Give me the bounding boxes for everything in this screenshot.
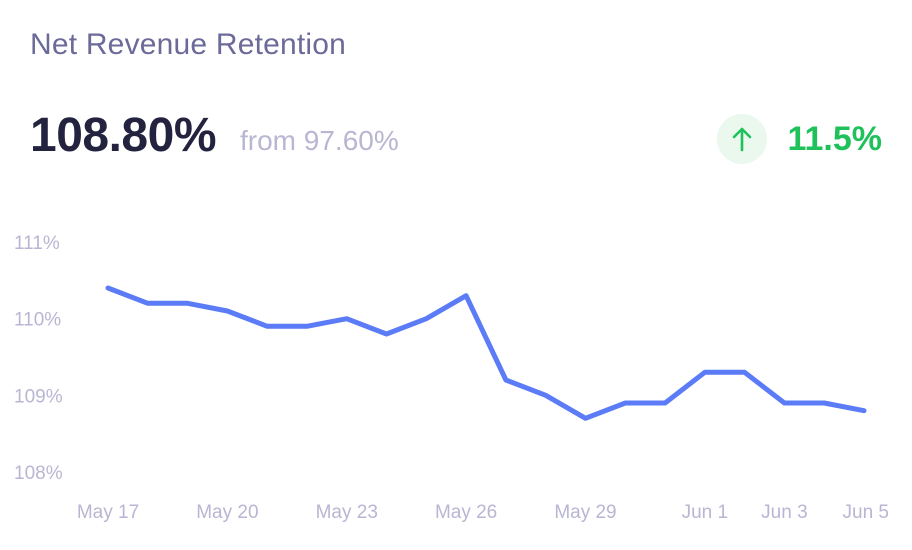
data-point[interactable] [858,405,870,417]
data-point[interactable] [341,313,353,325]
series-line [105,285,867,421]
data-point[interactable] [221,305,233,317]
x-tick-label: May 23 [316,502,378,523]
data-point[interactable] [579,412,591,424]
x-tick-label: May 20 [196,502,258,523]
x-tick-label: May 29 [554,502,616,523]
y-tick-label: 109% [14,386,63,407]
data-point[interactable] [142,297,154,309]
kpi-value: 108.80% [30,109,217,162]
data-point[interactable] [739,366,751,378]
data-point[interactable] [420,313,432,325]
kpi-from: from 97.60% [240,125,399,156]
data-point[interactable] [540,389,552,401]
kpi-row: 108.80% from 97.60% 11.5% [30,108,882,168]
data-point[interactable] [619,397,631,409]
arrow-up-icon [717,114,768,164]
x-tick-label: Jun 3 [761,502,807,523]
data-point[interactable] [381,328,393,340]
data-point[interactable] [261,320,273,332]
data-point[interactable] [818,397,830,409]
chart-title: Net Revenue Retention [30,28,347,61]
data-point[interactable] [102,282,114,294]
y-tick-label: 111% [14,233,60,254]
kpi-change-value: 11.5% [787,119,882,158]
data-point[interactable] [778,397,790,409]
data-point[interactable] [699,366,711,378]
data-point[interactable] [659,397,671,409]
data-point[interactable] [500,374,512,386]
x-tick-label: May 17 [77,502,139,523]
line-chart: 108% 109% 110% 111% May 17 May 20 May 23 May 26… [14,233,889,523]
kpi-change: 11.5% [717,114,882,164]
data-point[interactable] [301,320,313,332]
y-tick-label: 110% [14,310,61,331]
data-point[interactable] [460,290,472,302]
x-tick-label: May 26 [435,502,497,523]
data-point[interactable] [182,297,194,309]
y-tick-label: 108% [14,463,63,484]
x-tick-label: Jun 1 [682,502,728,523]
x-tick-label: Jun 5 [843,502,889,523]
